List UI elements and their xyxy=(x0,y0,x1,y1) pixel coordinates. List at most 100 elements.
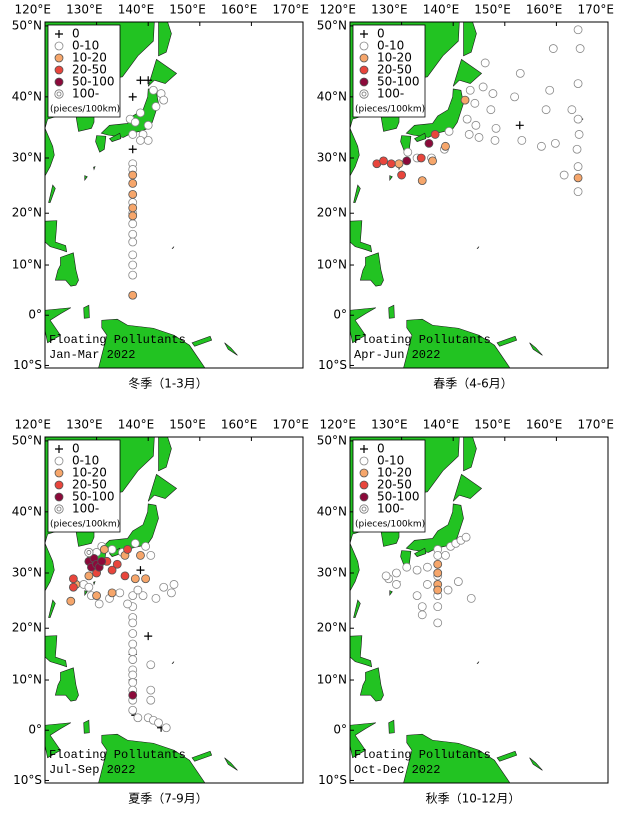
x-tick-label: 120°E xyxy=(320,3,357,17)
y-tick-label: 10°N xyxy=(317,258,347,272)
data-point xyxy=(392,568,401,578)
landmass xyxy=(353,599,361,618)
data-point xyxy=(128,203,138,213)
data-point xyxy=(417,602,427,612)
annotation: Jul-Sep 2022 xyxy=(49,763,135,777)
landmass xyxy=(414,132,427,142)
data-point xyxy=(66,596,76,606)
y-tick-label: 30°N xyxy=(12,150,42,164)
legend-symbol xyxy=(54,89,64,99)
data-point xyxy=(461,532,471,542)
legend-label: 50-100 xyxy=(377,75,420,89)
data-point xyxy=(128,189,138,199)
map-frame xyxy=(44,21,304,369)
landmass xyxy=(496,750,518,762)
data-point xyxy=(545,85,555,95)
annotation: Floating Pollutants xyxy=(49,333,186,347)
landmass xyxy=(158,22,172,57)
data-point xyxy=(430,130,440,139)
data-point xyxy=(433,602,443,612)
map-frame xyxy=(349,21,609,369)
legend-label: 0-10 xyxy=(72,39,99,53)
data-point xyxy=(397,170,407,180)
landmass xyxy=(452,58,483,87)
data-point xyxy=(394,159,404,169)
landmass xyxy=(45,635,68,668)
x-tick-label: 140°E xyxy=(118,3,155,17)
x-tick-label: 170°E xyxy=(578,418,615,432)
y-tick-label: 0° xyxy=(28,723,42,737)
x-tick-label: 160°E xyxy=(221,3,258,17)
y-tick-label: 10°S xyxy=(13,773,42,787)
landmass xyxy=(191,750,213,762)
legend-label: 100- xyxy=(377,502,404,516)
data-point xyxy=(92,591,101,601)
data-point xyxy=(107,588,117,598)
data-point xyxy=(136,76,145,85)
data-point xyxy=(379,156,388,166)
data-point xyxy=(136,566,145,575)
y-tick-label: 10°S xyxy=(318,358,347,372)
data-point xyxy=(433,568,443,578)
data-point xyxy=(68,574,78,584)
y-tick-label: 40°N xyxy=(317,504,347,518)
x-tick-label: 130°E xyxy=(371,3,408,17)
data-point xyxy=(567,105,577,115)
data-point xyxy=(573,114,583,124)
landmass xyxy=(476,246,480,249)
legend-label: 0-10 xyxy=(377,39,404,53)
data-point xyxy=(130,538,140,548)
data-point xyxy=(128,130,138,139)
data-point xyxy=(441,551,450,560)
data-point xyxy=(128,145,137,154)
data-point xyxy=(402,156,412,166)
legend-symbol xyxy=(54,65,64,75)
data-point xyxy=(433,618,443,628)
data-point xyxy=(470,98,480,108)
data-point xyxy=(572,144,582,154)
landmass xyxy=(224,757,238,771)
landmass xyxy=(109,132,122,142)
map-frame xyxy=(44,436,304,784)
data-point xyxy=(167,588,176,598)
caption: 夏季（7-9月） xyxy=(128,792,208,806)
landmass xyxy=(224,342,238,356)
data-point xyxy=(460,95,470,105)
landmass xyxy=(389,590,393,596)
legend-label: 0-10 xyxy=(72,454,99,468)
legend-symbol xyxy=(54,53,64,63)
y-tick-label: 40°N xyxy=(12,504,42,518)
legend-symbol xyxy=(359,89,369,99)
x-tick-label: 150°E xyxy=(169,418,206,432)
data-point xyxy=(128,270,138,280)
landmass xyxy=(350,635,373,668)
landmass xyxy=(98,733,206,783)
data-point xyxy=(151,102,161,111)
y-tick-label: 50°N xyxy=(317,18,347,32)
legend-label: 10-20 xyxy=(72,51,107,65)
data-point xyxy=(130,117,140,127)
legend-title: (pieces/100km) xyxy=(50,105,120,115)
y-tick-label: 10°N xyxy=(317,673,347,687)
data-point xyxy=(573,79,583,88)
data-point xyxy=(84,547,94,558)
legend-label: 0 xyxy=(377,442,385,456)
data-point xyxy=(386,159,396,169)
landmass xyxy=(158,437,172,472)
data-point xyxy=(537,141,546,151)
x-tick-label: 140°E xyxy=(118,418,155,432)
legend-symbol xyxy=(359,468,369,478)
data-point xyxy=(573,173,583,183)
landmass xyxy=(84,590,88,596)
annotation: Floating Pollutants xyxy=(49,748,186,762)
y-tick-label: 20°N xyxy=(12,621,42,635)
data-point xyxy=(464,130,474,139)
legend-symbol xyxy=(359,77,369,87)
data-point xyxy=(128,647,138,657)
data-point xyxy=(130,574,140,584)
landmass xyxy=(48,599,56,618)
y-tick-label: 20°N xyxy=(317,206,347,220)
legend-label: 20-50 xyxy=(72,63,107,77)
annotation: Jan-Mar 2022 xyxy=(49,348,135,362)
data-point xyxy=(144,76,153,85)
